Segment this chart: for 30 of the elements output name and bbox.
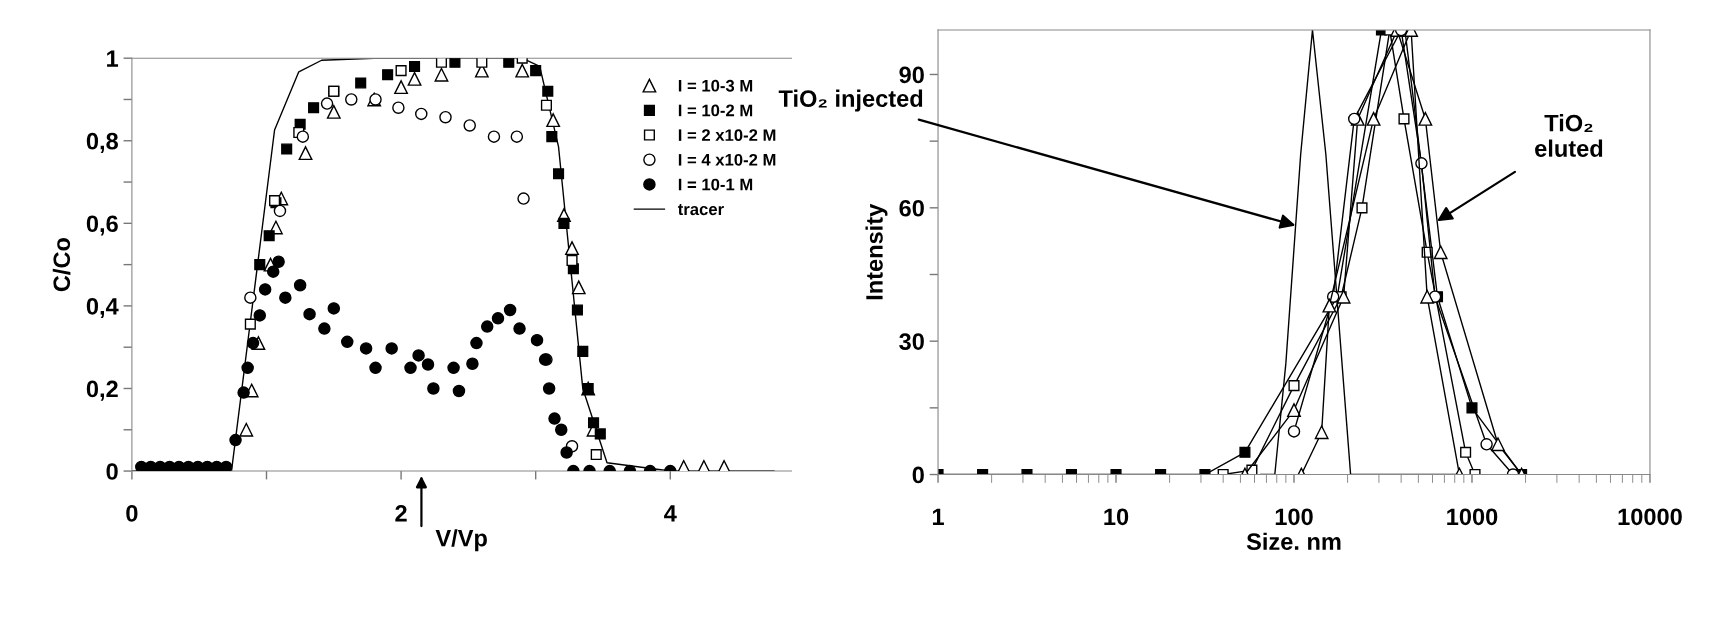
- legend-label: tracer: [677, 204, 724, 216]
- y-tick-label: 90: [899, 66, 924, 84]
- legend-label: I = 4 x10-2 M: [678, 153, 776, 166]
- y-tick-label: 0,6: [86, 215, 118, 236]
- legend-label: I = 2 x10-2 M: [678, 129, 776, 142]
- x-tick-label: 4: [664, 505, 677, 522]
- y-tick-label: 0,2: [86, 380, 118, 401]
- y-axis-title: C/Co: [52, 238, 71, 292]
- y-tick-label: 1: [107, 50, 119, 67]
- y-axis-title: Intensity: [865, 203, 888, 300]
- annotation: TiO₂ injected: [778, 89, 923, 112]
- x-tick-label: 1: [932, 508, 944, 525]
- x-axis-title: Size. nm: [1246, 532, 1341, 550]
- x-tick-label: 2: [395, 505, 407, 522]
- y-tick-label: 0: [106, 463, 118, 480]
- legend-label: I = 10-3 M: [678, 79, 753, 92]
- x-tick-label: 10: [1104, 508, 1129, 526]
- y-tick-label: 0,4: [86, 297, 119, 319]
- x-tick-label: 10000: [1618, 508, 1682, 526]
- legend-label: I = 10-1 M: [678, 178, 753, 191]
- x-tick-label: 1000: [1447, 508, 1498, 526]
- x-tick-label: 0: [126, 505, 138, 522]
- y-tick-label: 0,8: [86, 132, 118, 153]
- legend-label: I = 10-2 M: [678, 104, 753, 117]
- y-tick-label: 60: [899, 199, 924, 217]
- y-tick-label: 0: [912, 466, 924, 484]
- annotation: TiO₂ eluted: [1535, 114, 1603, 157]
- y-tick-label: 30: [899, 333, 924, 350]
- x-axis-title: V/Vp: [435, 529, 487, 552]
- x-tick-label: 100: [1275, 508, 1313, 526]
